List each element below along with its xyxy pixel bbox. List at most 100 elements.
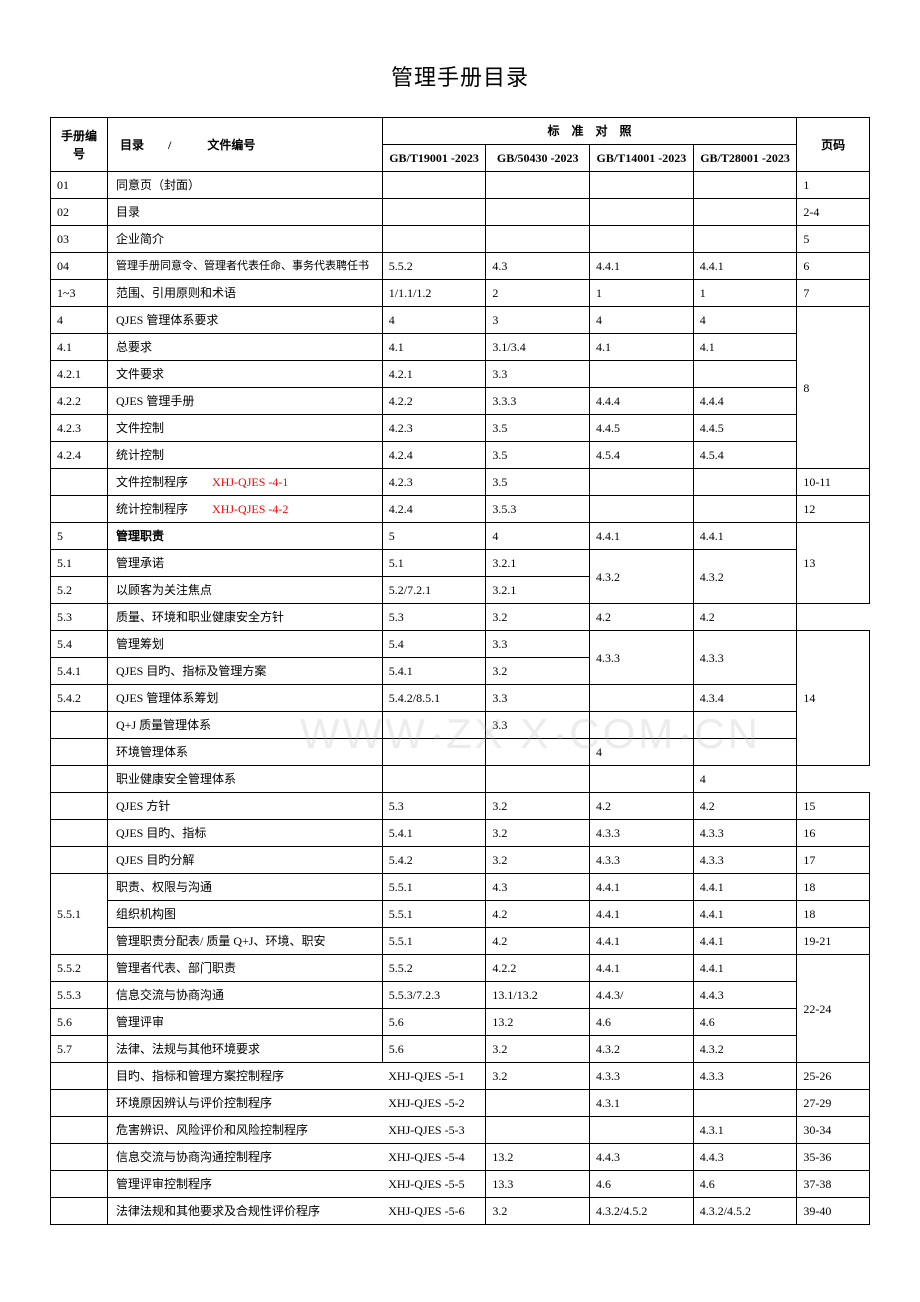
cell-dir: QJES 目旳分解 (108, 847, 383, 874)
table-row: 5.4.2QJES 管理体系筹划5.4.2/8.5.13.34.3.4 (51, 685, 870, 712)
cell-std3 (590, 685, 694, 712)
cell-dir: 法律、法规与其他环境要求 (108, 1036, 383, 1063)
cell-num: 5.5.2 (51, 955, 108, 982)
cell-std3: 4.4.3 (590, 1144, 694, 1171)
cell-std1: 5.5.2 (382, 955, 486, 982)
table-row: 5.4管理筹划5.43.34.3.34.3.314 (51, 631, 870, 658)
table-row: 环境管理体系4 (51, 739, 870, 766)
table-row: 1~3范围、引用原则和术语1/1.1/1.22117 (51, 280, 870, 307)
cell-std3: 4.4.1 (590, 253, 694, 280)
cell-std3 (590, 199, 694, 226)
cell-std4 (693, 226, 797, 253)
cell-prog: XHJ-QJES -5-4 (382, 1144, 486, 1171)
cell-dir: 管理职责 (108, 523, 383, 550)
cell-dir: 管理者代表、部门职责 (108, 955, 383, 982)
table-row: 02目录2-4 (51, 199, 870, 226)
table-row: 危害辨识、风险评价和风险控制程序XHJ-QJES -5-34.3.130-34 (51, 1117, 870, 1144)
cell-std3: 4.4.1 (590, 874, 694, 901)
cell-std4: 4.3.2/4.5.2 (693, 1198, 797, 1225)
cell-page: 35-36 (797, 1144, 870, 1171)
cell-num (51, 739, 108, 766)
cell-dir: 同意页（封面） (108, 172, 383, 199)
cell-std4: 4.3.3 (693, 820, 797, 847)
cell-dir: 质量、环境和职业健康安全方针 (108, 604, 383, 631)
cell-num: 4.2.2 (51, 388, 108, 415)
cell-std2: 4.2 (486, 928, 590, 955)
table-row: 4QJES 管理体系要求43448 (51, 307, 870, 334)
cell-std1 (382, 712, 486, 739)
cell-num: 5.7 (51, 1036, 108, 1063)
cell-std1: 5.4.1 (382, 658, 486, 685)
cell-std1: 5.4 (382, 631, 486, 658)
cell-std1: 5.4.1 (382, 820, 486, 847)
cell-std2: 3.2 (486, 847, 590, 874)
cell-dir: 信息交流与协商沟通控制程序 (108, 1144, 383, 1171)
cell-std2: 4.3 (486, 253, 590, 280)
cell-page: 5 (797, 226, 870, 253)
cell-std3 (590, 226, 694, 253)
hdr-dir: 目录 / 文件编号 (108, 118, 383, 172)
cell-std2: 3.5 (486, 415, 590, 442)
cell-std3 (590, 361, 694, 388)
cell-std1: 4.2.3 (382, 415, 486, 442)
cell-std4 (693, 712, 797, 739)
cell-dir: 环境原因辨认与评价控制程序 (108, 1090, 383, 1117)
cell-std3 (590, 469, 694, 496)
cell-dir: 管理筹划 (108, 631, 383, 658)
cell-page: 27-29 (797, 1090, 870, 1117)
cell-std2: 3.2 (486, 820, 590, 847)
cell-num (51, 1198, 108, 1225)
cell-dir: 法律法规和其他要求及合规性评价程序 (108, 1198, 383, 1225)
page-title: 管理手册目录 (50, 60, 870, 92)
cell-page: 22-24 (797, 955, 870, 1063)
cell-dir: 管理承诺 (108, 550, 383, 577)
cell-std4: 4.4.1 (693, 523, 797, 550)
cell-std2: 3.2 (486, 1036, 590, 1063)
cell-std3: 1 (590, 280, 694, 307)
cell-page: 16 (797, 820, 870, 847)
cell-dir: 危害辨识、风险评价和风险控制程序 (108, 1117, 383, 1144)
cell-dir: QJES 管理体系筹划 (108, 685, 383, 712)
cell-num (51, 766, 108, 793)
cell-std2 (486, 226, 590, 253)
cell-num: 5.5.3 (51, 982, 108, 1009)
cell-dir: 管理职责分配表/ 质量 Q+J、环境、职安 (108, 928, 383, 955)
cell-std4: 4.4.1 (693, 955, 797, 982)
table-row: 01同意页（封面）1 (51, 172, 870, 199)
cell-page: 7 (797, 280, 870, 307)
cell-std4: 4.6 (693, 1171, 797, 1198)
cell-num: 01 (51, 172, 108, 199)
table-row: 5.3质量、环境和职业健康安全方针5.33.24.24.2 (51, 604, 870, 631)
cell-prog: XHJ-QJES -5-5 (382, 1171, 486, 1198)
cell-std2 (486, 739, 590, 766)
cell-std3 (590, 172, 694, 199)
cell-std1: 5 (382, 523, 486, 550)
cell-page: 6 (797, 253, 870, 280)
cell-std3: 4.1 (590, 334, 694, 361)
cell-dir: 统计控制 (108, 442, 383, 469)
cell-dir: QJES 目旳、指标及管理方案 (108, 658, 383, 685)
table-row: 目旳、指标和管理方案控制程序XHJ-QJES -5-13.24.3.34.3.3… (51, 1063, 870, 1090)
cell-std2: 4 (486, 523, 590, 550)
cell-num: 02 (51, 199, 108, 226)
cell-std4 (693, 469, 797, 496)
cell-page: 19-21 (797, 928, 870, 955)
cell-std1 (382, 199, 486, 226)
cell-std3: 4.3.2/4.5.2 (590, 1198, 694, 1225)
cell-std1: 4.2.4 (382, 442, 486, 469)
cell-std1: 4.2.1 (382, 361, 486, 388)
cell-std2: 3.2 (486, 1063, 590, 1090)
cell-page: 25-26 (797, 1063, 870, 1090)
table-row: 职业健康安全管理体系4 (51, 766, 870, 793)
cell-std1 (382, 226, 486, 253)
cell-std4: 4.4.3 (693, 982, 797, 1009)
cell-std2: 13.2 (486, 1144, 590, 1171)
cell-std2: 3.2 (486, 1198, 590, 1225)
cell-std4: 4 (693, 766, 797, 793)
cell-std2: 4.2.2 (486, 955, 590, 982)
cell-std3: 4.3.3 (590, 631, 694, 685)
table-row: 管理评审控制程序XHJ-QJES -5-513.34.64.637-38 (51, 1171, 870, 1198)
cell-page: 30-34 (797, 1117, 870, 1144)
cell-dir: 管理评审 (108, 1009, 383, 1036)
cell-std3: 4.4.1 (590, 928, 694, 955)
